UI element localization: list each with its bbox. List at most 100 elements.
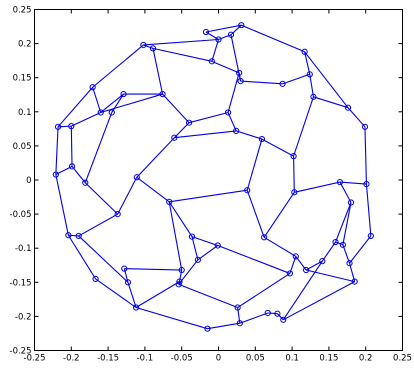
graph-edge — [135, 307, 208, 330]
graph-node-marker — [238, 22, 245, 29]
y-tick-label: 0.15 — [13, 74, 32, 84]
graph-node-marker — [224, 109, 232, 116]
y-tick-label: 0.1 — [18, 108, 32, 118]
graph-node-marker — [279, 80, 286, 87]
y-tick-label: 0 — [26, 176, 31, 186]
graph-node-marker — [336, 178, 344, 186]
graph-edge — [211, 60, 240, 74]
graph-node-marker — [347, 199, 355, 206]
graph-edge — [227, 72, 240, 113]
graph-edge — [78, 213, 118, 237]
graph-edge — [294, 181, 341, 193]
graph-edge — [136, 137, 175, 178]
nodes-layer — [52, 22, 374, 332]
graph-node-marker — [310, 93, 317, 100]
graph-node-marker — [346, 260, 353, 267]
graph-node-marker — [236, 320, 243, 327]
graph-node-marker — [306, 71, 313, 78]
graph-edge — [321, 241, 336, 262]
graph-edge — [339, 181, 367, 185]
graph-edge — [335, 241, 344, 246]
x-tick-label: 0.15 — [319, 354, 338, 364]
graph-node-marker — [339, 241, 346, 248]
graph-node-marker — [204, 325, 211, 332]
graph-node-marker — [264, 309, 271, 317]
x-tick-label: 0.2 — [359, 354, 373, 364]
graph-edge — [339, 181, 352, 203]
graph-edge — [263, 236, 297, 257]
y-tick-label: 0.2 — [18, 40, 32, 50]
graph-edge — [57, 86, 94, 128]
graph-edge — [143, 38, 219, 46]
graph-node-marker — [166, 198, 173, 205]
graph-edge — [162, 93, 190, 124]
graph-node-marker — [65, 232, 72, 239]
graph-edge — [238, 72, 242, 82]
graph-edge — [313, 96, 349, 109]
y-tick-label: -0.1 — [15, 244, 32, 254]
graph-edge — [111, 93, 125, 113]
graph-edge — [304, 51, 311, 75]
graph-edge — [293, 156, 295, 193]
graph-edge — [239, 312, 269, 324]
graph-node-marker — [178, 266, 185, 274]
ticks-layer — [34, 9, 403, 351]
graph-node-marker — [140, 41, 147, 49]
graph-node-marker — [258, 135, 266, 143]
graph-node-marker — [367, 232, 374, 240]
graph-edge — [55, 174, 69, 236]
y-tick-label: -0.2 — [15, 312, 32, 322]
graph-edge — [227, 112, 237, 132]
graph-node-marker — [344, 104, 352, 111]
graph-node-marker — [108, 109, 115, 116]
graph-edge — [127, 282, 137, 308]
graph-edge — [207, 322, 240, 330]
graph-edge — [211, 39, 220, 62]
edges-layer — [55, 24, 372, 330]
graph-node-marker — [261, 234, 268, 241]
y-tick-label: 0.25 — [13, 6, 32, 16]
graph-edge — [342, 244, 351, 264]
graph-node-marker — [202, 28, 210, 36]
graph-node-marker — [194, 256, 201, 263]
graph-edge — [70, 126, 73, 167]
graph-edge — [152, 47, 212, 62]
x-tick-label: 0.1 — [285, 354, 299, 364]
graph-node-marker — [290, 153, 297, 160]
x-tick-label: -0.05 — [171, 354, 193, 364]
graph-edge — [240, 80, 283, 85]
graph-node-marker — [132, 304, 140, 311]
graph-edge — [241, 24, 305, 53]
graph-edge — [169, 189, 248, 203]
x-tick-label: -0.2 — [63, 354, 80, 364]
graph-edge — [135, 281, 180, 309]
graph-node-marker — [68, 163, 76, 170]
graph-edge — [95, 278, 137, 308]
graph-edge — [263, 191, 295, 238]
graph-edge — [304, 51, 349, 109]
graph-edge — [178, 283, 238, 309]
x-tick-label: -0.15 — [97, 354, 119, 364]
y-tick-label: -0.15 — [10, 278, 32, 288]
graph-edge — [246, 190, 265, 238]
graph-edge — [92, 44, 144, 88]
graph-edge — [67, 234, 97, 280]
graph-edge — [78, 235, 129, 283]
graph-node-marker — [286, 270, 293, 277]
graph-node-marker — [291, 189, 298, 196]
graph-edge — [191, 236, 218, 246]
graph-edge — [191, 236, 199, 260]
graph-node-marker — [244, 187, 251, 194]
tick-labels-layer: -0.25 -0.2 -0.15 -0.1 -0.05 0 0.05 0.1 0.15 0.2 0.… — [10, 6, 412, 364]
graph-edge — [58, 125, 72, 128]
graph-node-marker — [292, 253, 299, 260]
graph-edge — [100, 93, 163, 114]
x-tick-label: -0.25 — [24, 354, 46, 364]
graph-edge — [217, 244, 291, 274]
graph-edge — [348, 263, 356, 282]
graph-node-marker — [75, 232, 82, 240]
graph-node-marker — [274, 310, 281, 317]
graph-node-marker — [234, 304, 241, 311]
graph-edge — [168, 201, 183, 271]
graph-edge — [365, 184, 372, 236]
